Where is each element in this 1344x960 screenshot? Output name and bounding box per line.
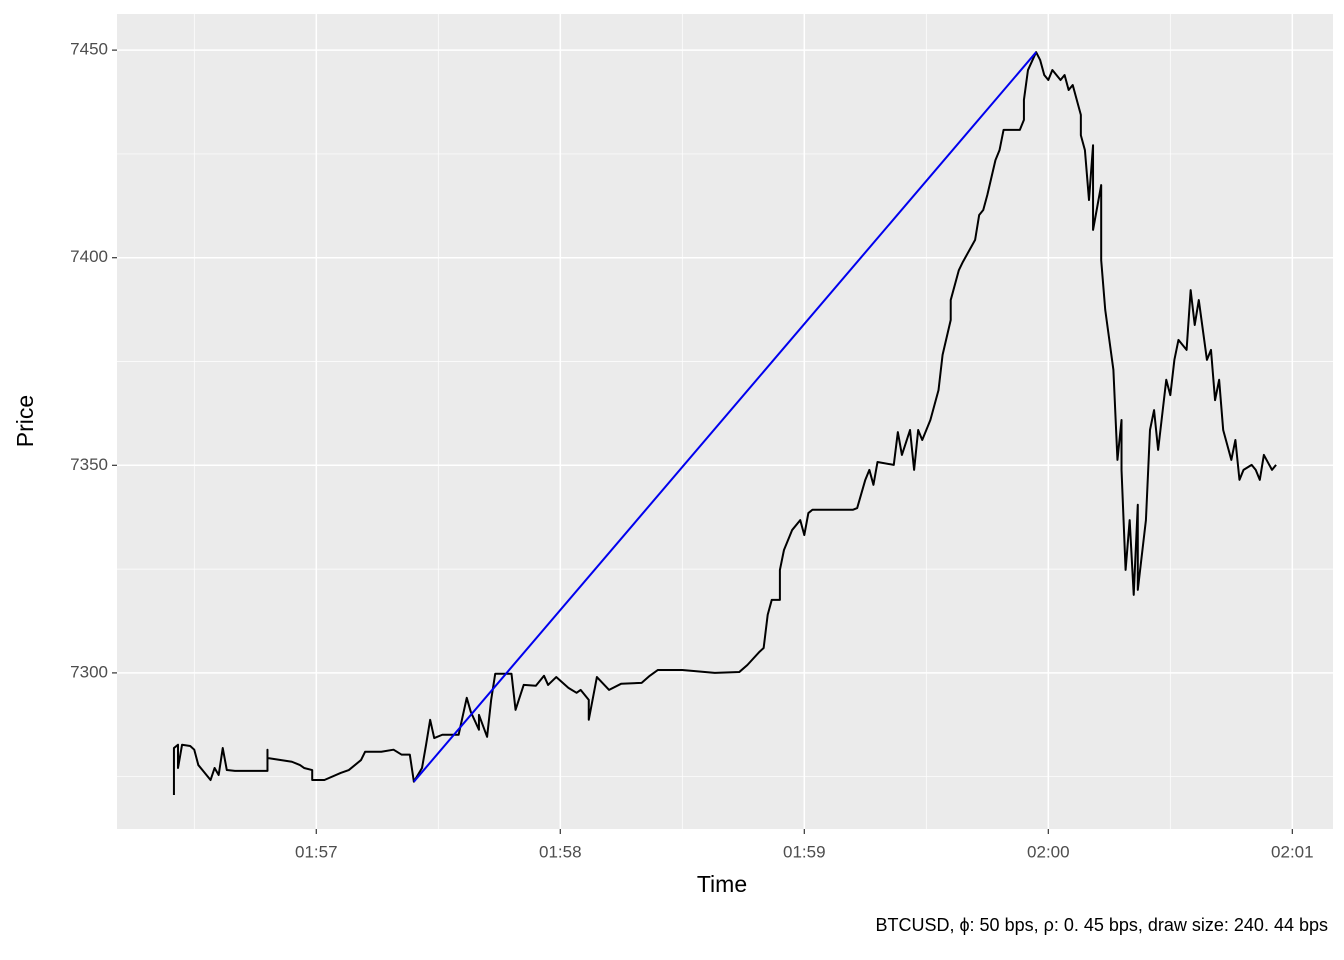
axes: 7300 7350 7400 7450 01:57 01:58 01:59 02:00 02:0… [70, 40, 1313, 862]
x-tick-label: 02:00 [1027, 842, 1070, 861]
y-tick-label: 7300 [70, 662, 108, 681]
price-line [413, 51, 1037, 783]
x-tick-label: 01:59 [783, 842, 826, 861]
x-tick-label: 01:57 [295, 842, 338, 861]
y-tick-label: 7350 [70, 455, 108, 474]
y-tick-label: 7400 [70, 247, 108, 266]
y-tick-label: 7450 [70, 40, 108, 59]
x-axis-title: Time [697, 871, 747, 897]
panel-background [117, 14, 1333, 829]
marks [172, 51, 1277, 795]
price-line [172, 51, 1277, 795]
caption: BTCUSD, ϕ: 50 bps, ρ: 0. 45 bps, draw si… [875, 915, 1328, 935]
x-tick-label: 02:01 [1271, 842, 1314, 861]
x-tick-label: 01:58 [539, 842, 582, 861]
y-axis-title: Price [12, 395, 38, 447]
grid [117, 14, 1333, 829]
